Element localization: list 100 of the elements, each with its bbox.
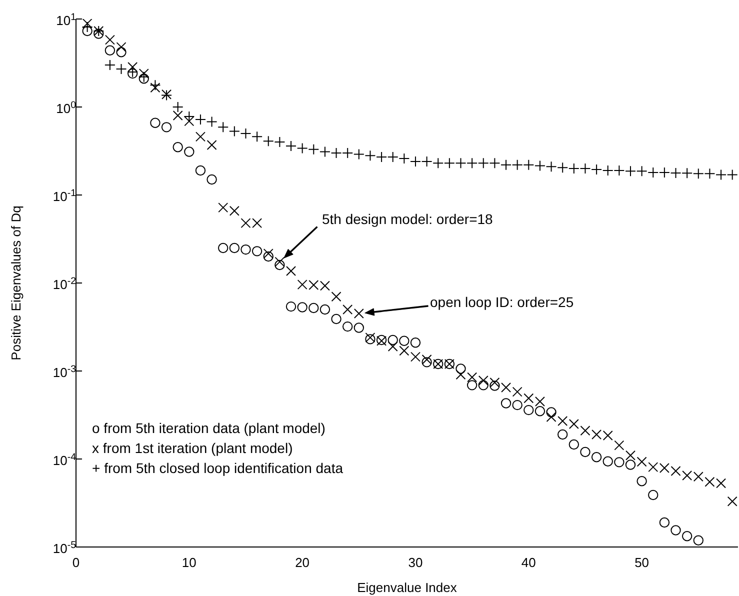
point (432, 158, 444, 169)
point (116, 47, 126, 58)
x-tick-label: 50 (634, 555, 650, 570)
annotation: x from 1st iteration (plant model) (92, 440, 293, 456)
annotation: open loop ID: order=25 (430, 294, 574, 310)
point (274, 136, 286, 148)
point (512, 400, 522, 410)
y-tick-label: 10$^{-1}$ (52, 188, 76, 204)
point (387, 152, 398, 163)
point (308, 302, 319, 314)
y-tick-label: 10$^{-3}$ (52, 364, 76, 380)
point (240, 244, 251, 255)
point (138, 68, 149, 79)
point (172, 142, 183, 152)
point (580, 426, 590, 436)
point (546, 161, 557, 172)
point (727, 496, 738, 506)
x-tick-label: 40 (521, 555, 536, 570)
point (206, 174, 217, 185)
point (194, 114, 206, 126)
point (523, 159, 534, 170)
point (602, 164, 614, 176)
point (580, 446, 590, 458)
point (456, 370, 466, 380)
point (331, 292, 342, 302)
point (354, 322, 364, 333)
point (297, 302, 308, 312)
point (376, 152, 388, 163)
point (342, 148, 354, 159)
point (104, 45, 116, 56)
y-tick-label: 10$^{-5}$ (52, 540, 77, 556)
point (466, 158, 478, 169)
point (206, 140, 217, 150)
point (331, 314, 342, 324)
point (138, 74, 149, 84)
point (422, 354, 432, 365)
point (591, 452, 602, 462)
y-axis-title: Positive Eigenvalues of Dq (8, 206, 24, 360)
y-tick-label: 10$^{0}$ (56, 100, 77, 116)
point (602, 456, 613, 466)
point (161, 122, 172, 132)
point (422, 357, 432, 368)
point (286, 140, 297, 152)
point (286, 266, 296, 276)
point (648, 167, 659, 178)
point (206, 116, 218, 128)
point (726, 169, 738, 180)
point (263, 251, 274, 262)
point (388, 341, 398, 352)
point (320, 304, 330, 315)
y-tick-label: 10$^{1}$ (56, 12, 76, 28)
point (364, 150, 376, 162)
point (568, 439, 580, 450)
point (104, 60, 116, 71)
point (568, 163, 580, 174)
x-tick-label: 10 (182, 555, 196, 570)
point (636, 476, 647, 486)
point (172, 102, 184, 112)
y-tick-label: 10$^{-4}$ (52, 452, 77, 468)
point (172, 110, 183, 121)
point (286, 301, 296, 312)
point (195, 132, 206, 142)
point (636, 166, 648, 177)
point (693, 535, 704, 546)
point (274, 260, 285, 270)
point (218, 242, 228, 254)
x-tick-label: 30 (408, 555, 423, 570)
point (184, 146, 194, 157)
point (648, 490, 658, 500)
point (228, 126, 240, 137)
point (478, 380, 488, 390)
point (354, 308, 364, 319)
x-tick-label: 0 (72, 555, 80, 570)
point (444, 158, 455, 169)
point (240, 128, 252, 139)
point (500, 159, 512, 170)
annotation: 5th design model: order=18 (322, 211, 494, 227)
point (512, 159, 523, 170)
point (94, 28, 104, 39)
point (704, 168, 716, 180)
point (218, 122, 229, 133)
point (524, 404, 534, 416)
point (692, 168, 704, 180)
point (262, 136, 274, 147)
point (658, 167, 670, 178)
point (534, 160, 546, 172)
point (524, 393, 534, 404)
point (580, 163, 591, 174)
point (490, 380, 500, 391)
x-tick-label: 20 (295, 555, 310, 570)
point (82, 22, 93, 33)
point (546, 412, 556, 422)
point (410, 338, 421, 348)
point (388, 334, 398, 346)
point (252, 131, 263, 142)
point (150, 82, 160, 93)
point (478, 375, 488, 386)
point (624, 166, 636, 177)
point (659, 517, 670, 528)
point (466, 380, 478, 390)
